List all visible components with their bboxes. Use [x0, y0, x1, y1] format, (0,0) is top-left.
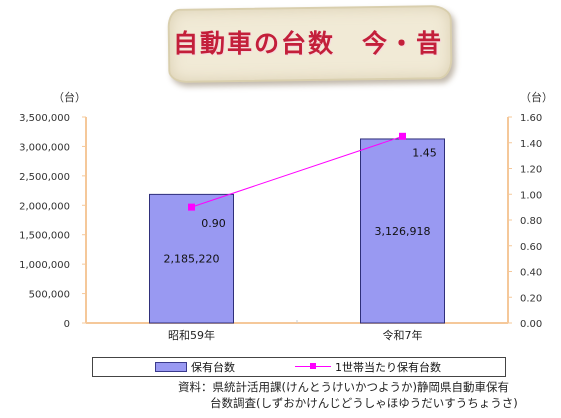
- legend-item-bar: 保有台数: [155, 360, 235, 374]
- legend-item-line: 1世帯当たり保有台数: [295, 360, 441, 374]
- source-line-1: 資料：県統計活用課(けんとうけいかつようか)静岡県自動車保有: [178, 380, 509, 394]
- right-tick-label: 1.20: [520, 165, 542, 176]
- left-axis-ticks: 0 500,000 1,000,000 1,500,000 2,000,000 2,500…: [19, 113, 86, 330]
- source-note: 資料：県統計活用課(けんとうけいかつようか)静岡県自動車保有 台数調査(しずおか…: [178, 379, 558, 411]
- left-axis-unit: （台）: [53, 90, 86, 104]
- chart-svg: （台） （台） 0 500,000 1,000,000 1,500,000 2,000,…: [19, 90, 553, 342]
- left-tick-label: 0: [64, 319, 70, 330]
- category-label: 昭和59年: [168, 328, 215, 342]
- right-axis-unit: （台）: [520, 90, 553, 104]
- category-label: 令和7年: [383, 328, 423, 342]
- bar-value-label: 2,185,220: [164, 253, 220, 266]
- source-line-2: 台数調査(しずおかけんじどうしゃほゆうだいすうちょうさ): [210, 396, 518, 410]
- right-tick-label: 0.80: [520, 216, 542, 227]
- legend-line-swatch: [295, 362, 331, 372]
- right-tick-label: 0.60: [520, 242, 542, 253]
- right-tick-label: 0.20: [520, 293, 542, 304]
- left-tick-label: 1,000,000: [19, 260, 70, 271]
- chart-legend: 保有台数 1世帯当たり保有台数: [92, 357, 506, 377]
- right-tick-label: 0.00: [520, 319, 542, 330]
- bar-value-label: 3,126,918: [375, 225, 431, 238]
- left-tick-label: 3,500,000: [19, 113, 70, 124]
- line-value-label: 1.45: [412, 146, 437, 159]
- right-tick-label: 1.00: [520, 190, 542, 201]
- chart-title: 自動車の台数 今・昔: [172, 29, 443, 58]
- line-series: 0.90 1.45: [188, 132, 437, 230]
- left-tick-label: 2,000,000: [19, 201, 70, 212]
- left-tick-label: 1,500,000: [19, 231, 70, 242]
- legend-bar-label: 保有台数: [191, 361, 235, 374]
- line-point: [188, 203, 195, 211]
- right-tick-label: 0.40: [520, 268, 542, 279]
- left-tick-label: 500,000: [29, 290, 70, 301]
- left-tick-label: 2,500,000: [19, 172, 70, 183]
- legend-bar-swatch: [155, 362, 187, 372]
- line-point: [399, 132, 406, 140]
- line-value-label: 0.90: [201, 217, 226, 230]
- right-tick-label: 1.60: [520, 113, 542, 124]
- category-labels: 昭和59年 令和7年: [168, 328, 423, 342]
- bar-series: 2,185,220 3,126,918: [149, 138, 445, 324]
- legend-line-label: 1世帯当たり保有台数: [335, 361, 441, 374]
- bar: [149, 193, 234, 324]
- left-tick-label: 3,000,000: [19, 142, 70, 153]
- right-axis-ticks: 0.00 0.20 0.40 0.60 0.80 1.00 1.20 1.40 1.60: [508, 113, 542, 330]
- right-tick-label: 1.40: [520, 139, 542, 150]
- line-path: [191, 135, 403, 208]
- bar: [360, 138, 445, 324]
